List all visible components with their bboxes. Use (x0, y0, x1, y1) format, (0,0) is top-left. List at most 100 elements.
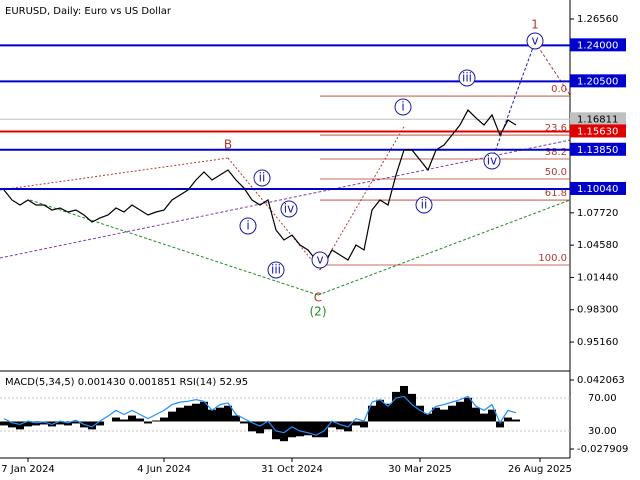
histogram-bar (96, 421, 104, 426)
histogram-bar (392, 391, 400, 422)
trend-line (227, 157, 321, 271)
level-box (570, 124, 626, 138)
wave-circle (280, 200, 298, 218)
histogram-bar (376, 399, 384, 422)
y-tick-label: 0.042063 (577, 375, 625, 386)
wave-label: v (316, 253, 323, 267)
histogram-bar (320, 421, 328, 438)
histogram-bar (120, 419, 128, 422)
current-price-label: 1.16811 (577, 114, 618, 125)
y2-tick-label: 70.00 (588, 393, 617, 404)
histogram-bar (216, 407, 224, 422)
histogram-bar (160, 417, 168, 422)
histogram-bar (88, 421, 96, 430)
histogram-bar (472, 407, 480, 422)
fib-label: 0.0 (551, 84, 567, 95)
x-tick-label: 7 Jan 2024 (1, 464, 55, 475)
y-tick-label: 0.95160 (577, 337, 618, 348)
level-label: 1.20500 (577, 76, 618, 87)
wave-circle (458, 69, 476, 87)
wave-label: C (314, 291, 322, 305)
histogram-bar (456, 401, 464, 422)
histogram-bar (128, 415, 136, 422)
histogram-bar (16, 421, 24, 430)
histogram-bar (224, 405, 232, 422)
level-label: 1.24000 (577, 40, 618, 51)
histogram-bar (248, 421, 256, 432)
fib-label: 61.8 (545, 188, 567, 199)
histogram-bar (328, 421, 336, 428)
wave-circle (311, 251, 329, 269)
y-tick-label: 1.26560 (577, 14, 618, 25)
x-tick-label: 30 Mar 2025 (388, 464, 451, 475)
histogram-bar (56, 421, 64, 425)
histogram-bar (304, 421, 312, 436)
histogram-bar (264, 421, 272, 430)
level-box (570, 142, 626, 156)
wave-label: v (531, 34, 538, 48)
histogram-bar (136, 418, 144, 422)
histogram-bar (440, 409, 448, 422)
histogram-bar (280, 421, 288, 442)
level-box (570, 181, 626, 195)
histogram-bar (32, 421, 40, 426)
histogram-bar (8, 421, 16, 428)
histogram-bar (408, 393, 416, 422)
y2-tick-label: 30.00 (588, 426, 617, 437)
histogram-bar (504, 417, 512, 422)
wave-label: i (246, 219, 249, 233)
wave-label: ii (259, 171, 266, 185)
wave-label: iii (462, 71, 472, 85)
wave-circle (415, 196, 433, 214)
histogram-bar (72, 421, 80, 424)
trend-line (491, 41, 536, 161)
price-line (3, 109, 517, 266)
histogram-bar (232, 415, 240, 422)
wave-circle (267, 261, 285, 279)
y-tick-label: 1.01440 (577, 272, 618, 283)
y-tick-label: -0.027909 (577, 444, 628, 455)
trend-line (534, 41, 571, 96)
wave-label: i (401, 100, 404, 114)
histogram-bar (464, 397, 472, 422)
histogram-bar (288, 421, 296, 438)
wave-label: 1 (531, 18, 539, 32)
histogram-bar (176, 407, 184, 422)
wave-circle (239, 217, 257, 235)
level-box (570, 38, 626, 52)
histogram-bar (368, 405, 376, 422)
chart-title: EURUSD, Daily: Euro vs US Dollar (5, 6, 172, 17)
histogram-bar (168, 411, 176, 422)
trend-line (29, 199, 319, 296)
histogram-bar (336, 421, 344, 430)
trend-line (0, 139, 571, 259)
x-tick-label: 26 Aug 2025 (508, 464, 572, 475)
histogram-bar (256, 421, 264, 434)
fib-label: 50.0 (545, 167, 567, 178)
wave-label: B (224, 138, 232, 152)
histogram-bar (312, 421, 320, 438)
histogram-bar (352, 421, 360, 426)
histogram-bar (512, 419, 520, 422)
wave-circle (253, 169, 271, 187)
y-tick-label: 1.07720 (577, 208, 618, 219)
histogram-bar (208, 409, 216, 422)
histogram-bar (432, 407, 440, 422)
y-tick-label: 0.98300 (577, 305, 618, 316)
histogram-bar (40, 421, 48, 425)
histogram-bar (448, 405, 456, 422)
fib-label: 38.2 (545, 147, 567, 158)
level-label: 1.13850 (577, 145, 618, 156)
wave-circle (394, 98, 412, 116)
histogram-bar (200, 401, 208, 422)
histogram-bar (424, 413, 432, 422)
wave-circle (526, 32, 544, 50)
level-label: 1.10040 (577, 184, 618, 195)
x-tick-label: 4 Jun 2024 (137, 464, 191, 475)
histogram-bar (296, 421, 304, 437)
x-tick-label: 31 Oct 2024 (261, 464, 323, 475)
fib-label: 23.6 (545, 123, 567, 134)
level-box (570, 74, 626, 88)
